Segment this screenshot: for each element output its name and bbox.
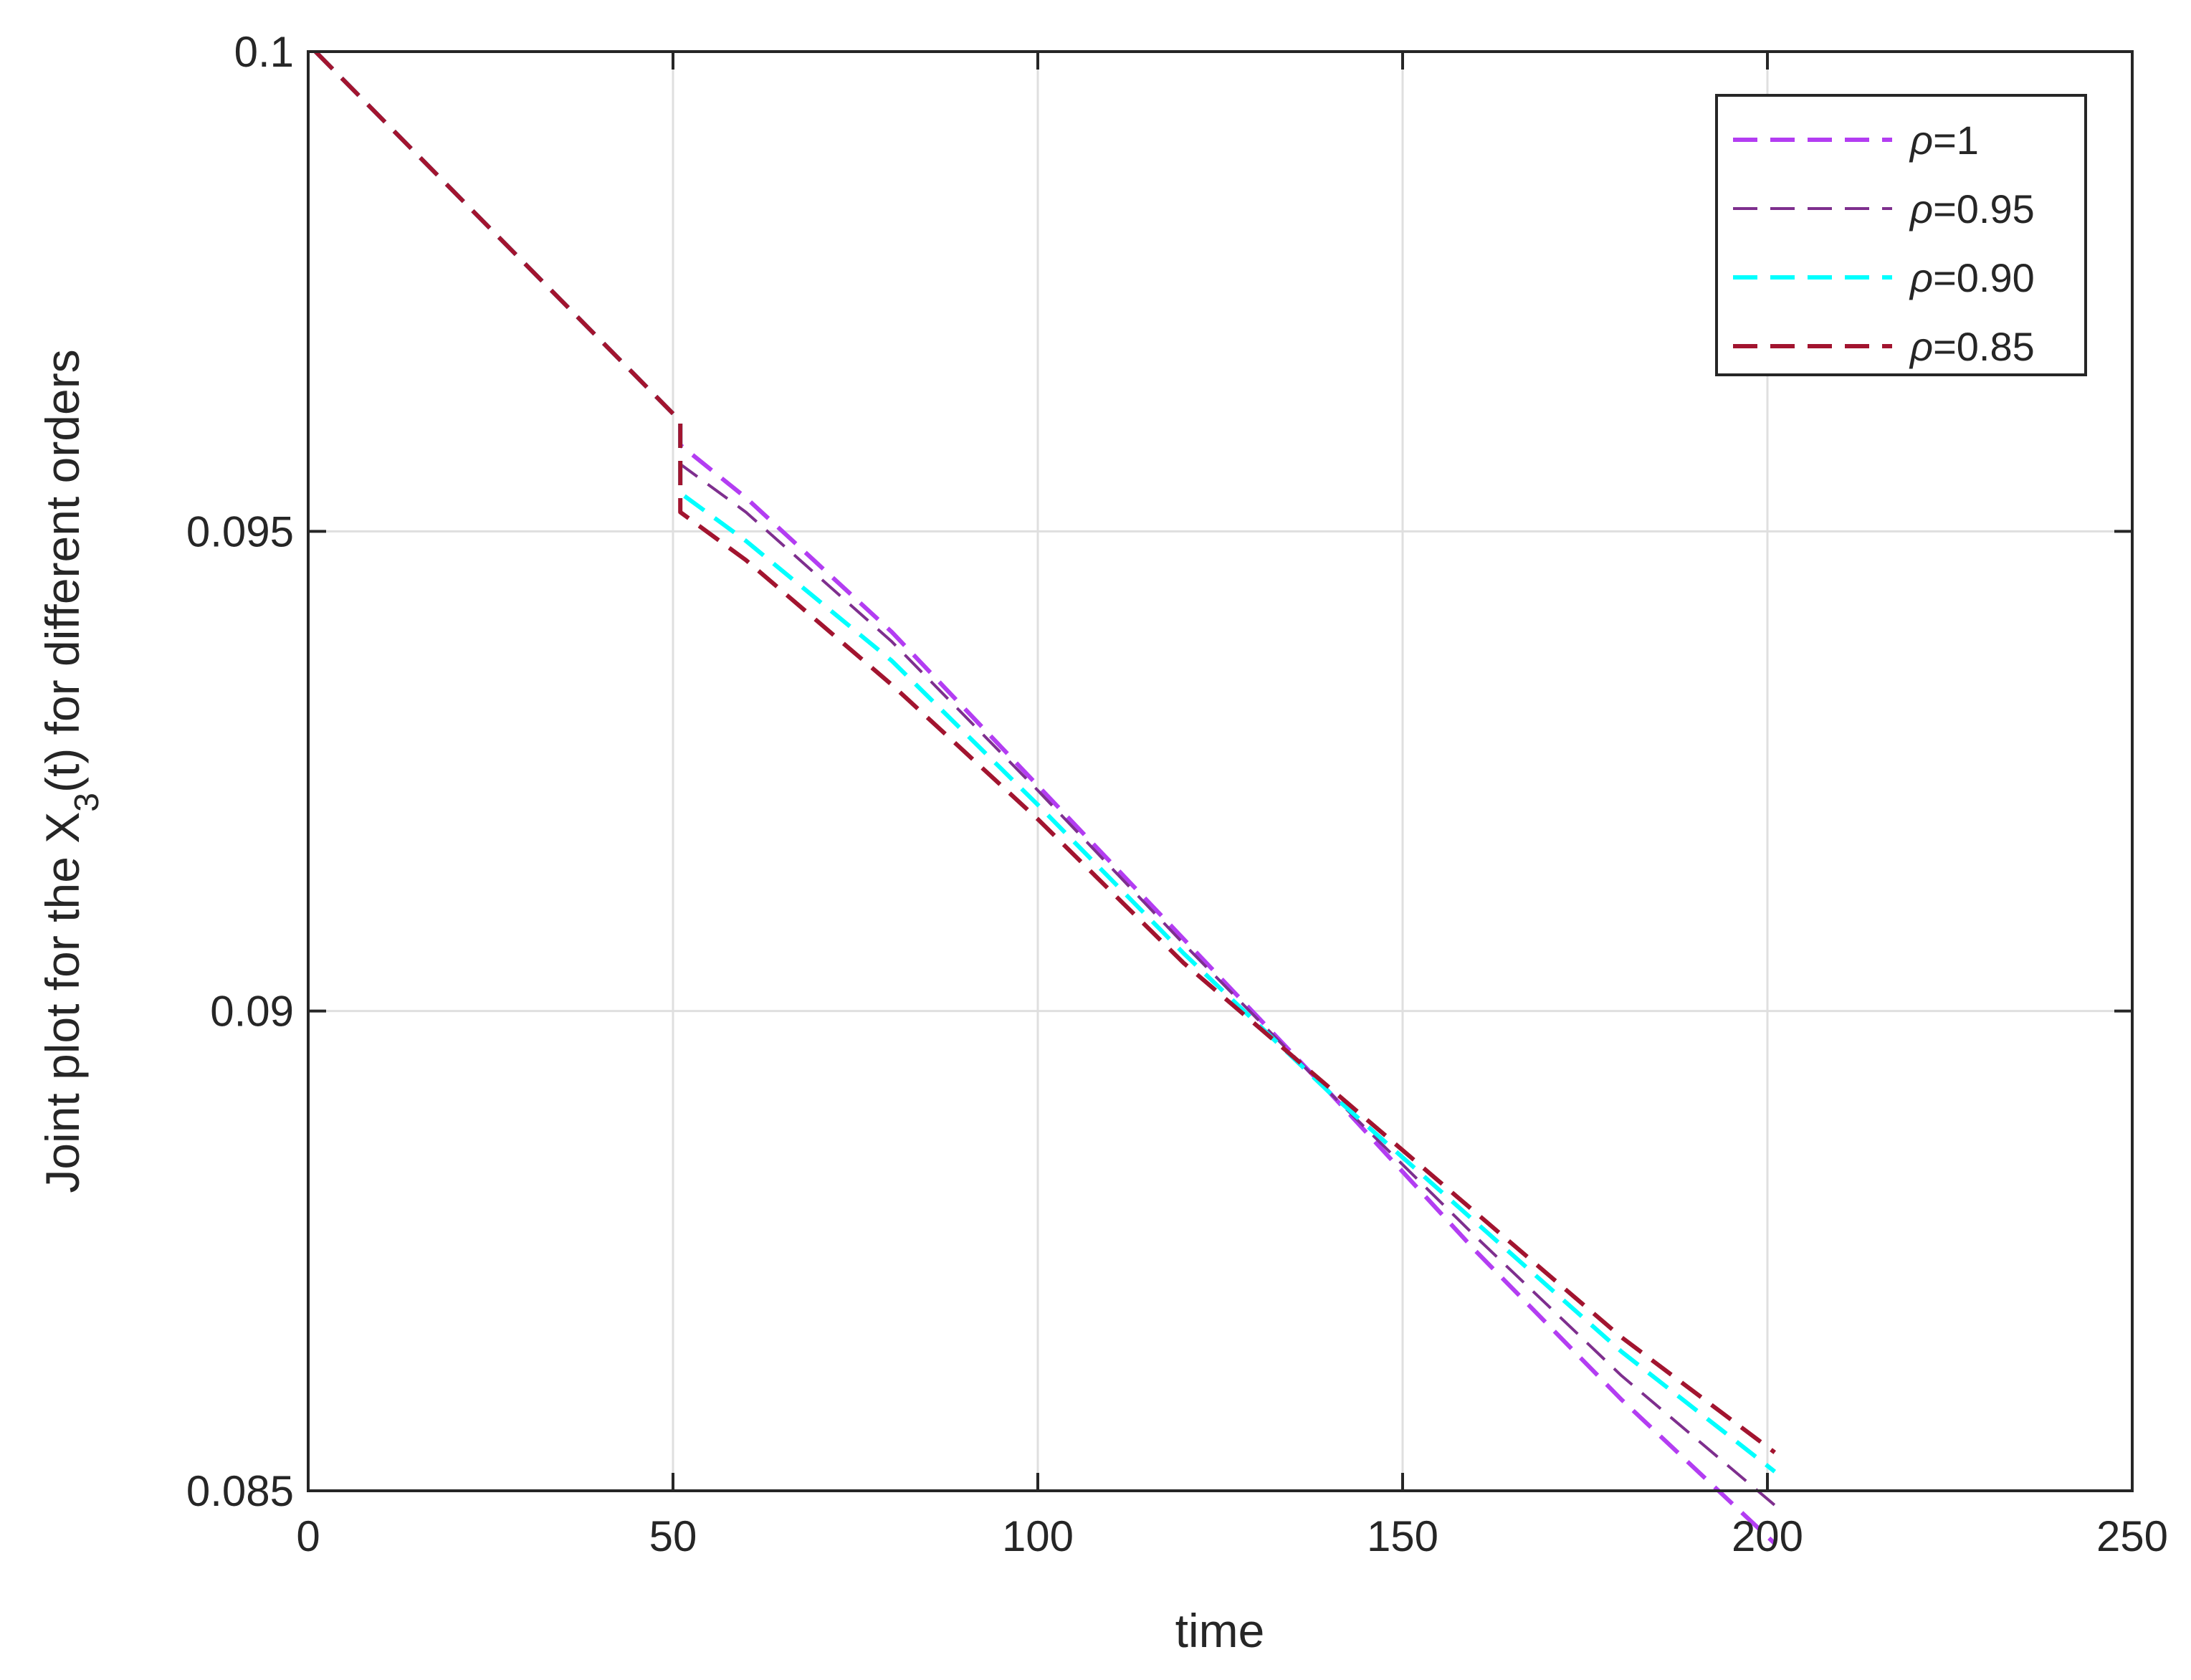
y-axis-label-suffix: (t) for different orders <box>36 349 89 793</box>
series-line-2 <box>314 50 1776 1507</box>
legend-label-2: ρ=0.95 <box>1909 186 2035 232</box>
legend-value: =0.95 <box>1933 186 2035 232</box>
ticks: 0 50 100 150 200 250 0.085 0.09 0.095 0.1 <box>186 28 2168 1560</box>
x-tick-label: 250 <box>2096 1512 2168 1560</box>
y-tick-label: 0.095 <box>186 507 294 555</box>
y-axis-label: Joint plot for the X3(t) for different o… <box>36 349 106 1193</box>
legend-rho-symbol: ρ <box>1909 186 1933 232</box>
y-axis-label-subscript: 3 <box>68 793 106 812</box>
legend-label-3: ρ=0.90 <box>1909 255 2035 300</box>
legend-rho-symbol: ρ <box>1909 118 1933 163</box>
x-tick-label: 50 <box>649 1512 697 1560</box>
legend-value: =0.90 <box>1933 255 2035 300</box>
y-axis-label-prefix: Joint plot for the X <box>36 812 89 1193</box>
y-tick-label: 0.09 <box>210 988 294 1036</box>
x-axis-label: time <box>1175 1604 1265 1657</box>
series-line-4 <box>314 49 1777 1454</box>
legend-items: ρ=1ρ=0.95ρ=0.90ρ=0.85 <box>1733 118 2035 369</box>
legend-rho-symbol: ρ <box>1909 324 1933 369</box>
x-tick-label: 100 <box>1002 1512 1074 1560</box>
legend-label-4: ρ=0.85 <box>1909 324 2035 369</box>
x-tick-label: 0 <box>296 1512 320 1560</box>
legend-value: =1 <box>1933 118 1979 163</box>
y-tick-label: 0.1 <box>234 28 294 76</box>
series-layer <box>314 49 1777 1545</box>
x-tick-label: 150 <box>1367 1512 1438 1560</box>
legend-rho-symbol: ρ <box>1909 255 1933 300</box>
y-tick-label: 0.085 <box>186 1467 294 1515</box>
x-tick-label: 200 <box>1732 1512 1803 1560</box>
axes <box>307 50 2134 1492</box>
legend: ρ=1ρ=0.95ρ=0.90ρ=0.85 <box>1715 94 2087 376</box>
axes-box <box>307 50 2134 1492</box>
legend-label-1: ρ=1 <box>1909 118 1979 163</box>
legend-value: =0.85 <box>1933 324 2035 369</box>
